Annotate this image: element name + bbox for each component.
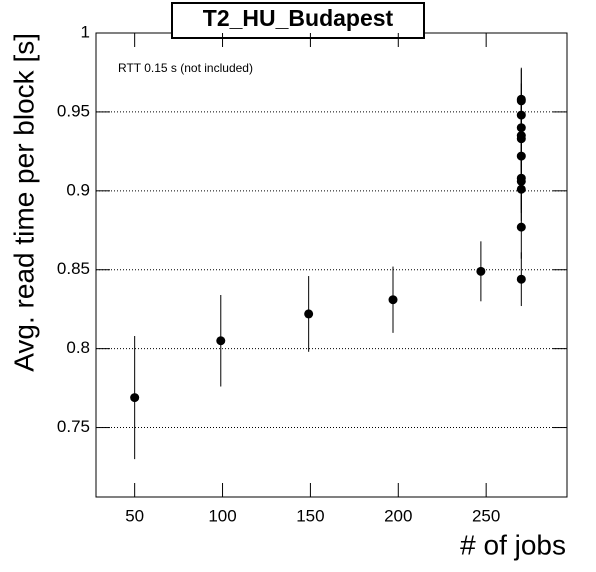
x-tick-label: 200 <box>384 506 412 525</box>
y-tick-label: 0.75 <box>57 417 90 436</box>
y-tick-label: 1 <box>81 22 90 41</box>
point <box>216 336 226 346</box>
point <box>516 274 526 284</box>
point <box>516 222 526 232</box>
chart-title: T2_HU_Budapest <box>203 5 394 31</box>
x-tick-label: 250 <box>472 506 500 525</box>
x-tick-label: 150 <box>296 506 324 525</box>
y-axis-label: Avg. read time per block [s] <box>8 33 39 372</box>
point <box>130 393 140 403</box>
x-axis-label: # of jobs <box>460 529 566 560</box>
y-tick-label: 0.95 <box>57 101 90 120</box>
y-tick-label: 0.8 <box>66 338 90 357</box>
y-tick-label: 0.9 <box>66 180 90 199</box>
point <box>476 266 486 276</box>
point <box>516 184 526 194</box>
plot-frame <box>95 32 568 498</box>
y-tick-label: 0.85 <box>57 259 90 278</box>
point <box>388 295 398 305</box>
x-tick-label: 50 <box>125 506 144 525</box>
title-box <box>171 2 425 39</box>
annotation: RTT 0.15 s (not included) <box>118 61 253 75</box>
point <box>304 309 314 319</box>
x-tick-label: 100 <box>208 506 236 525</box>
